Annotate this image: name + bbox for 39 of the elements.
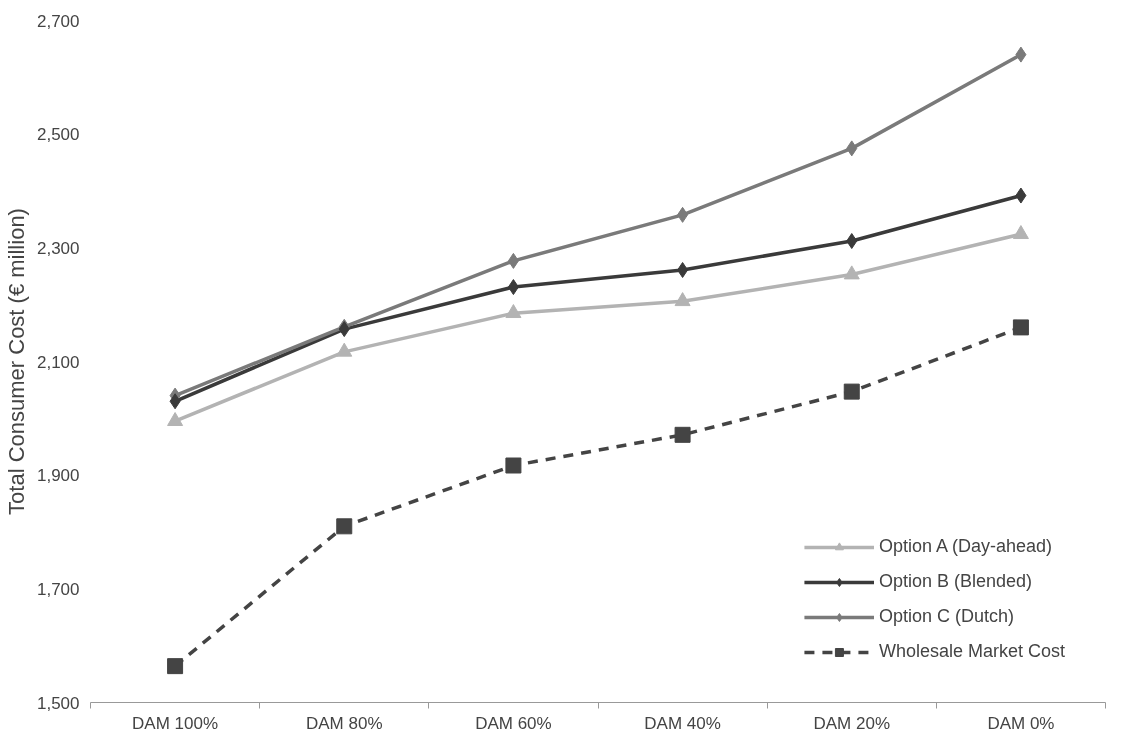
legend-label: Option B (Blended) — [878, 571, 1033, 592]
point — [843, 383, 860, 400]
y-tick-label: 2,500 — [36, 125, 80, 145]
y-tick-label: 1,500 — [36, 693, 80, 713]
point — [1015, 187, 1027, 204]
x-tick-label: DAM 60% — [475, 713, 552, 733]
y-tick-label: 2,700 — [36, 11, 80, 31]
point — [1012, 225, 1029, 240]
x-tick-label: DAM 100% — [132, 713, 219, 733]
y-tick-label: 1,900 — [36, 466, 80, 486]
point — [846, 140, 858, 157]
legend-label: Wholesale Market Cost — [878, 641, 1065, 662]
point — [1012, 319, 1029, 336]
point — [846, 233, 858, 250]
point — [1015, 46, 1027, 63]
point — [336, 518, 353, 535]
legend-label: Option A (Day-ahead) — [878, 536, 1053, 557]
point — [507, 279, 519, 296]
point — [505, 304, 522, 319]
point — [507, 252, 519, 269]
legend-label: Option C (Dutch) — [878, 606, 1014, 627]
x-tick-label: DAM 80% — [305, 713, 383, 733]
x-tick-label: DAM 40% — [644, 713, 721, 733]
point — [843, 265, 860, 280]
point — [167, 658, 184, 675]
point — [674, 292, 691, 307]
point — [677, 206, 689, 223]
point — [677, 262, 689, 278]
y-tick-label: 2,100 — [36, 352, 80, 372]
point — [505, 457, 522, 474]
x-tick-label: DAM 20% — [813, 713, 891, 733]
point — [674, 426, 691, 443]
y-tick-label: 2,300 — [36, 238, 80, 258]
point — [169, 393, 181, 410]
point — [167, 412, 184, 427]
y-axis-title: Total Consumer Cost (€ million) — [3, 208, 29, 515]
point — [336, 342, 353, 357]
x-tick-label: DAM 0% — [987, 713, 1055, 733]
y-tick-label: 1,700 — [36, 579, 80, 599]
